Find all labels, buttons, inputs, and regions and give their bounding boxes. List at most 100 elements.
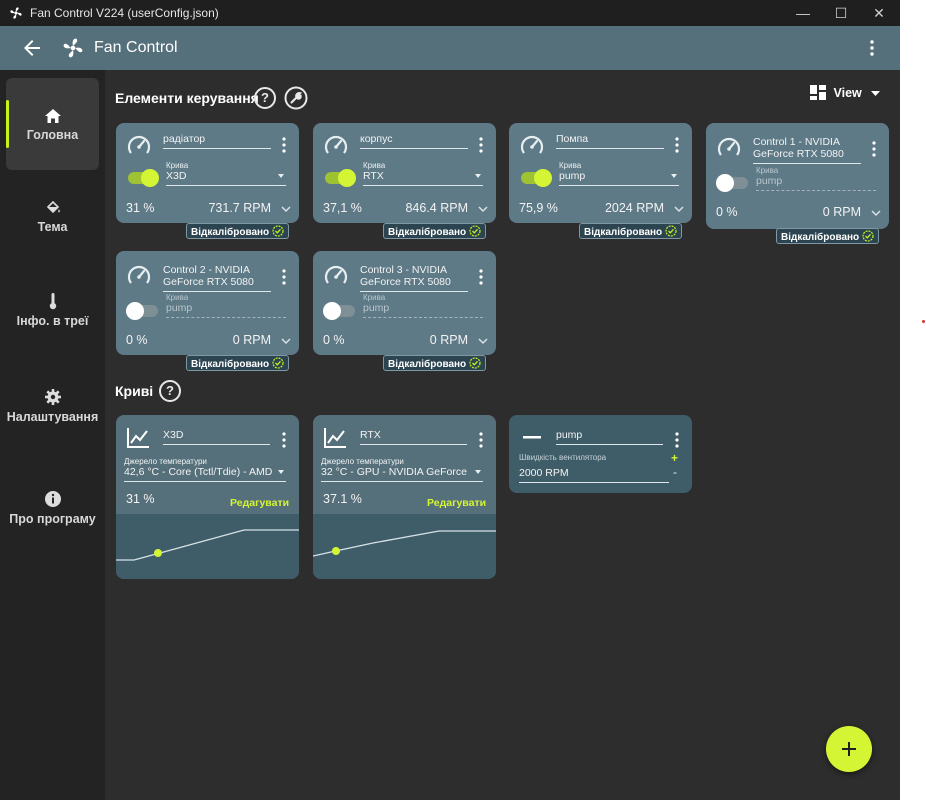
more-vert-icon[interactable] [278,268,290,286]
more-vert-icon[interactable] [475,136,487,154]
sidebar-item-settings[interactable]: Налаштування [6,388,99,448]
control-enable-toggle[interactable] [325,169,356,187]
temperature-source-value: 42,6 °C - Core (Tctl/Tdie) - AMD Ryzen 7 [124,466,272,478]
control-card[interactable]: корпус Крива RTX 37,1 % 846.4 RPM [313,123,496,223]
control-card[interactable]: Control 3 - NVIDIA GeForce RTX 5080 Крив… [313,251,496,355]
temperature-source-label: Джерело температури [321,457,404,466]
control-card[interactable]: Помпа Крива pump 75,9 % 2024 RPM [509,123,692,223]
chevron-down-icon[interactable] [477,335,489,347]
control-name-field[interactable]: корпус [360,133,468,149]
sidebar-item-tray-info[interactable]: Інфо. в треї [6,292,99,352]
curve-card[interactable]: X3D Джерело температури 42,6 °C - Core (… [116,415,299,579]
sidebar-item-home[interactable]: Головна [6,78,99,170]
control-name-field[interactable]: Control 2 - NVIDIA GeForce RTX 5080 [163,264,271,292]
curve-graph [116,529,299,561]
curve-select[interactable]: pump [756,175,876,191]
control-enable-toggle[interactable] [126,302,158,320]
flat-curve-card[interactable]: pump Швидкість вентилятора + 2000 RPM - [509,415,692,493]
curve-select[interactable]: pump [166,302,286,318]
curve-label: Крива [756,166,779,175]
control-name-field[interactable]: Control 3 - NVIDIA GeForce RTX 5080 [360,264,468,292]
more-vert-icon[interactable] [278,431,290,449]
fan-logo-icon [63,38,83,58]
temperature-source-select[interactable]: 42,6 °C - Core (Tctl/Tdie) - AMD Ryzen 7 [124,466,286,482]
control-card[interactable]: Control 1 - NVIDIA GeForce RTX 5080 Крив… [706,123,889,229]
chevron-down-icon[interactable] [280,335,292,347]
more-vert-icon[interactable] [862,38,882,58]
curve-select[interactable]: RTX [363,170,483,186]
line-chart-icon [127,428,149,448]
back-arrow-icon[interactable] [20,36,44,60]
edit-curve-button[interactable]: Редагувати [427,497,487,509]
calibrated-badge: Відкалібровано [186,223,290,239]
wrench-icon[interactable] [284,86,308,110]
sidebar-item-theme[interactable]: Тема [6,200,99,250]
curve-value: X3D [166,170,187,182]
curve-select[interactable]: pump [363,302,483,318]
curve-percent: 31 % [126,492,155,506]
curve-label: Крива [363,161,386,170]
fan-speed-input[interactable]: 2000 RPM [519,467,669,483]
flat-line-icon [523,436,541,439]
check-circle-icon [272,225,284,237]
edit-curve-button[interactable]: Редагувати [230,497,290,509]
control-name-field[interactable]: Control 1 - NVIDIA GeForce RTX 5080 [753,136,861,164]
controls-help-button[interactable]: ? [254,87,276,109]
curve-label: Крива [166,161,189,170]
minimize-button[interactable]: — [796,5,810,21]
increase-button[interactable]: + [671,451,679,465]
control-enable-toggle[interactable] [716,174,748,192]
curves-section-title: Криві [115,383,154,399]
control-rpm: 731.7 RPM [208,201,271,215]
calibrated-badge: Відкалібровано [776,228,880,244]
temperature-source-value: 32 °C - GPU - NVIDIA GeForce RTX 5080 [321,466,469,478]
curve-name-field[interactable]: RTX [360,429,467,445]
control-enable-toggle[interactable] [521,169,552,187]
view-menu-button[interactable]: View [810,85,881,100]
more-vert-icon[interactable] [671,431,683,449]
curve-name-field[interactable]: X3D [163,429,270,445]
control-card[interactable]: радіатор Крива X3D 31 % 731.7 RPM [116,123,299,223]
chevron-down-icon[interactable] [280,203,292,215]
control-card[interactable]: Control 2 - NVIDIA GeForce RTX 5080 Крив… [116,251,299,355]
curve-select[interactable]: pump [559,170,679,186]
control-rpm: 846.4 RPM [405,201,468,215]
decrease-button[interactable]: - [673,465,677,479]
more-vert-icon[interactable] [475,431,487,449]
sidebar-item-label: Тема [37,220,68,234]
chevron-down-icon[interactable] [477,203,489,215]
maximize-button[interactable]: ☐ [834,5,848,21]
app-window: Fan Control V224 (userConfig.json) — ☐ ✕… [0,0,900,800]
badge-text: Відкалібровано [388,227,467,238]
control-name-field[interactable]: радіатор [163,133,271,149]
calibrated-badge: Відкалібровано [579,223,683,239]
curve-card[interactable]: RTX Джерело температури 32 °C - GPU - NV… [313,415,496,579]
control-name-field[interactable]: Помпа [556,133,664,149]
gauge-icon [324,135,348,154]
control-enable-toggle[interactable] [128,169,159,187]
curves-help-button[interactable]: ? [159,380,181,402]
curve-preview-area [313,514,496,579]
control-percent: 0 % [716,205,738,219]
temperature-source-select[interactable]: 32 °C - GPU - NVIDIA GeForce RTX 5080 [321,466,483,482]
sidebar-item-about[interactable]: Про програму [6,490,99,530]
chevron-down-icon[interactable] [870,207,882,219]
control-rpm: 0 RPM [429,333,468,347]
more-vert-icon[interactable] [868,140,880,158]
more-vert-icon[interactable] [278,136,290,154]
more-vert-icon[interactable] [475,268,487,286]
curve-value: pump [756,175,783,187]
control-enable-toggle[interactable] [323,302,355,320]
add-button[interactable] [826,726,872,772]
home-icon [44,109,61,123]
curve-label: Крива [363,293,386,302]
app-bar: Fan Control [0,26,900,70]
curve-select[interactable]: X3D [166,170,286,186]
badge-text: Відкалібровано [781,232,860,243]
window-title: Fan Control V224 (userConfig.json) [30,6,219,20]
chevron-down-icon[interactable] [673,203,685,215]
active-indicator [6,100,9,148]
close-button[interactable]: ✕ [873,5,885,21]
curve-name-field[interactable]: pump [556,429,663,445]
more-vert-icon[interactable] [671,136,683,154]
